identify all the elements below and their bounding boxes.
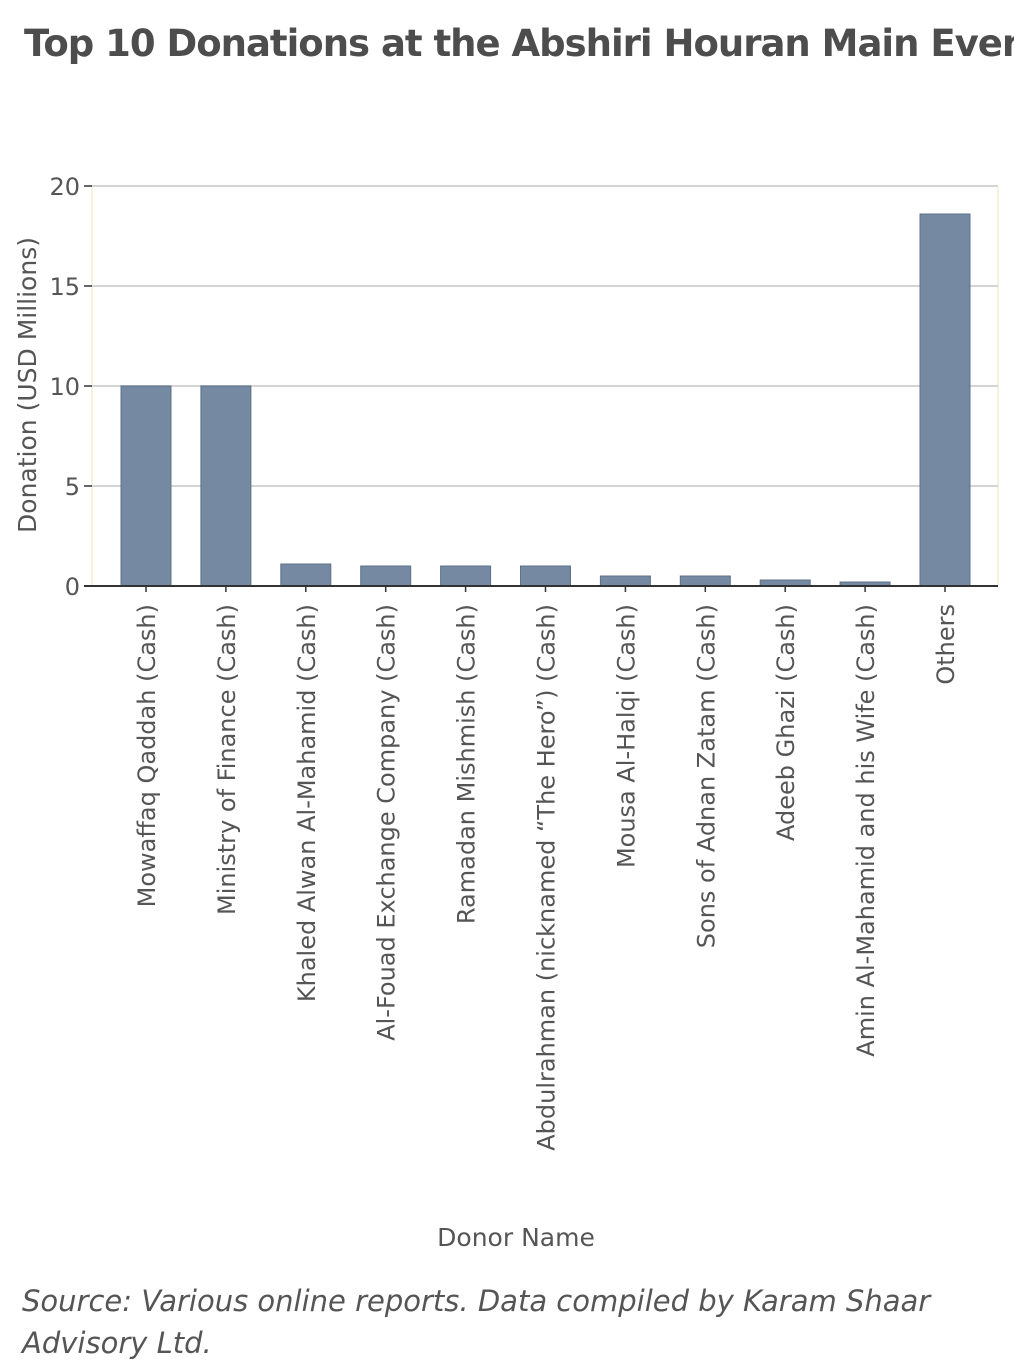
bar <box>679 575 731 587</box>
x-tick-label: Al-Fouad Exchange Company (Cash) <box>373 604 401 1041</box>
y-tick-label: 15 <box>49 273 80 301</box>
x-tick-label: Adeeb Ghazi (Cash) <box>772 604 800 841</box>
bar <box>120 385 172 587</box>
x-tick-label: Amin Al-Mahamid and his Wife (Cash) <box>852 604 880 1057</box>
x-tick-label: Mousa Al-Halqi (Cash) <box>612 604 640 868</box>
bar <box>200 385 252 587</box>
bar <box>520 565 571 587</box>
axes <box>84 585 998 592</box>
y-tick-label: 0 <box>65 573 80 601</box>
bar <box>360 565 412 587</box>
x-tick-label: Ramadan Mishmish (Cash) <box>453 604 481 924</box>
bar <box>919 213 971 587</box>
x-axis-title: Donor Name <box>437 1223 595 1252</box>
x-tick-label: Others <box>932 604 960 685</box>
y-tick-label: 5 <box>65 473 80 501</box>
source-note: Source: Various online reports. Data com… <box>22 1284 931 1360</box>
chart-title: Top 10 Donations at the Abshiri Houran M… <box>24 22 1014 65</box>
x-tick-label: Mowaffaq Qaddah (Cash) <box>133 604 161 907</box>
bars <box>120 213 971 587</box>
x-tick-label: Abdulrahman (nicknamed “The Hero”) (Cash… <box>533 604 561 1151</box>
x-tick-label: Sons of Adnan Zatam (Cash) <box>692 604 720 948</box>
y-axis-title: Donation (USD Millions) <box>13 237 42 533</box>
y-tick-label: 10 <box>49 373 80 401</box>
tick-labels: 0 5 10 15 20 Mowaffaq Qaddah (Cash) Ministry o… <box>49 173 960 1151</box>
bar <box>440 565 492 587</box>
bar <box>280 563 332 587</box>
x-tick-label: Khaled Alwan Al-Mahamid (Cash) <box>293 604 321 1002</box>
x-tick-label: Ministry of Finance (Cash) <box>213 604 241 915</box>
y-tick-label: 20 <box>49 173 80 201</box>
bar <box>599 575 651 587</box>
bar-chart: 0 5 10 15 20 Mowaffaq Qaddah (Cash) Ministry o… <box>13 173 999 1252</box>
